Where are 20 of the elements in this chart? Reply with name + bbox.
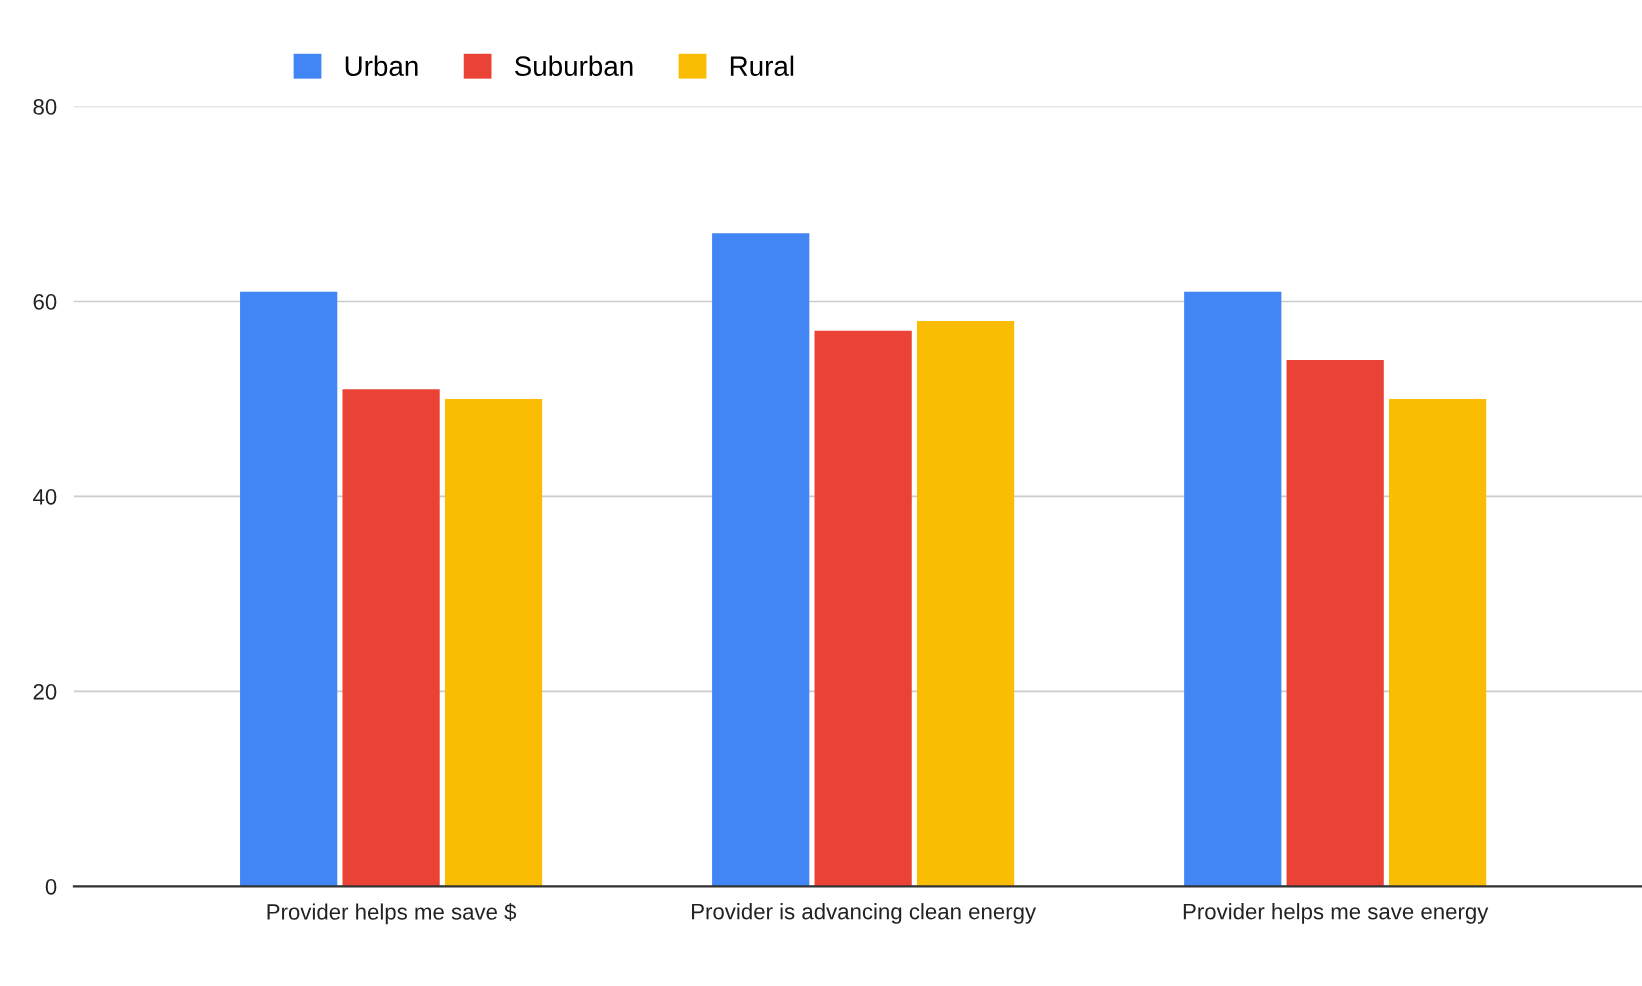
y-tick-label: 40: [33, 488, 57, 505]
bar: [1184, 291, 1282, 887]
y-tick-label: 80: [33, 99, 57, 115]
x-tick-label: Provider is advancing clean energy: [692, 903, 1037, 924]
bar: [240, 291, 338, 887]
x-tick-label: Provider helps me save energy: [1183, 903, 1489, 924]
legend-label: Suburban: [514, 55, 633, 76]
bar: [712, 233, 810, 887]
legend-label: Rural: [730, 55, 794, 76]
x-tick-label: Provider helps me save $: [267, 903, 517, 925]
bar: [916, 320, 1015, 887]
bar: [342, 389, 440, 887]
legend-label: Urban: [345, 55, 418, 76]
bar: [444, 398, 543, 887]
bar: [814, 330, 912, 887]
bar: [1388, 398, 1487, 887]
y-tick-label: 0: [45, 878, 57, 895]
y-tick-label: 20: [33, 683, 57, 700]
y-tick-label: 60: [33, 294, 57, 310]
bar: [1286, 359, 1384, 887]
